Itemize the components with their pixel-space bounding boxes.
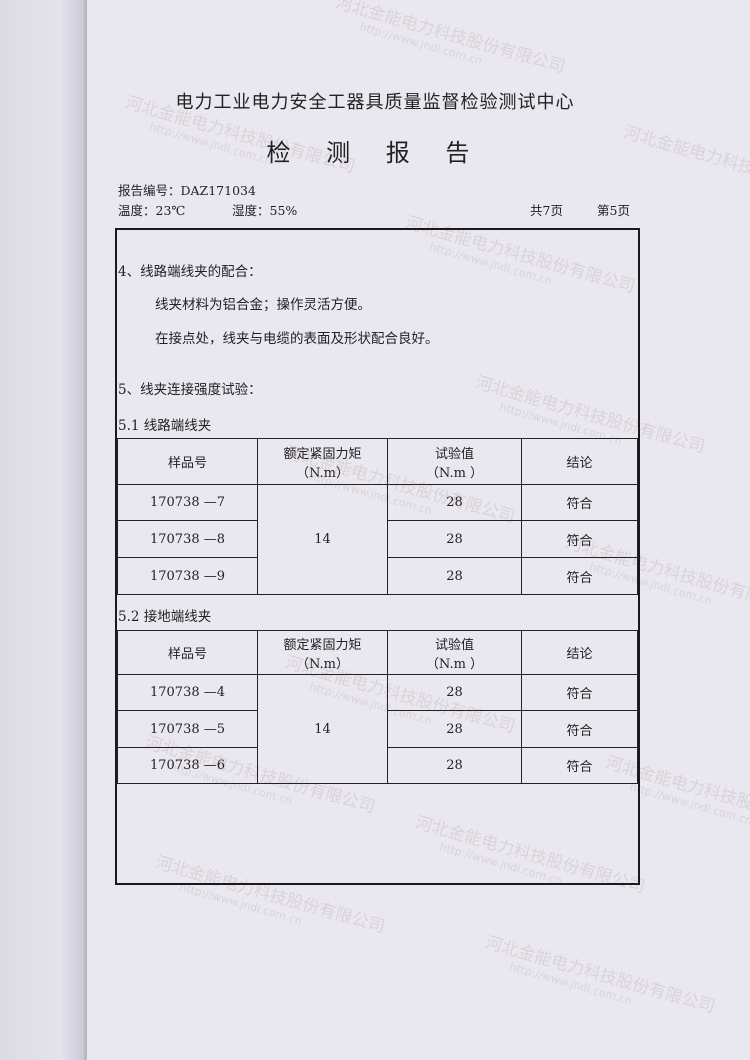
sample-id: 170738 —6: [117, 747, 258, 784]
conclusion: 符合: [521, 484, 638, 521]
ground-clamp-table: 样品号 额定紧固力矩 （N.m） 试验值 （N.m ） 结论 170738 —4…: [117, 630, 638, 784]
header-sample: 样品号: [117, 438, 258, 485]
table-row: 170738 —5 28 符合: [117, 710, 638, 748]
conclusion: 符合: [521, 674, 638, 711]
watermark: 河北金能电力科技股份有限公司 http://www.jndl.com.cn: [482, 932, 718, 1018]
header-test-value: 试验值 （N.m ）: [387, 438, 522, 485]
sample-id: 170738 —7: [117, 484, 258, 521]
sample-id: 170738 —8: [117, 520, 258, 558]
header-rated-torque: 额定紧固力矩 （N.m）: [257, 630, 388, 675]
test-value: 28: [387, 747, 522, 784]
rated-torque: 14: [257, 484, 388, 595]
report-number: 报告编号：DAZ171034: [118, 183, 256, 198]
rated-torque: 14: [257, 674, 388, 784]
back-page: [0, 0, 86, 1060]
table-row: 170738 —6 28 符合: [117, 747, 638, 784]
test-value: 28: [387, 520, 522, 558]
test-value: 28: [387, 710, 522, 748]
table-header-row: 样品号 额定紧固力矩 （N.m） 试验值 （N.m ） 结论: [117, 438, 638, 485]
total-pages: 共7页: [530, 203, 563, 218]
header-conclusion: 结论: [521, 438, 638, 485]
test-value: 28: [387, 484, 522, 521]
sample-id: 170738 —9: [117, 557, 258, 595]
table-row: 170738 —9 28 符合: [117, 557, 638, 595]
header-test-value: 试验值 （N.m ）: [387, 630, 522, 675]
table-2-caption: 5.2 接地端线夹: [118, 609, 212, 625]
report-body: [115, 228, 640, 885]
table-header-row: 样品号 额定紧固力矩 （N.m） 试验值 （N.m ） 结论: [117, 630, 638, 675]
conclusion: 符合: [521, 557, 638, 595]
table-row: 170738 —7 14 28 符合: [117, 484, 638, 595]
conclusion: 符合: [521, 520, 638, 558]
test-value: 28: [387, 557, 522, 595]
conclusion: 符合: [521, 710, 638, 748]
header-rated-torque: 额定紧固力矩 （N.m）: [257, 438, 388, 485]
header-conclusion: 结论: [521, 630, 638, 675]
conclusion: 符合: [521, 747, 638, 784]
section-4-line-1: 线夹材料为铝合金；操作灵活方便。: [155, 297, 371, 313]
section-5-heading: 5、线夹连接强度试验：: [118, 382, 262, 398]
page-fold: [84, 0, 87, 1060]
watermark: 河北金能电力科技股份有限公司 http://www.jndl.com.cn: [332, 0, 568, 78]
section-4-heading: 4、线路端线夹的配合：: [118, 264, 262, 280]
document-title: 检 测 报 告: [266, 139, 484, 167]
sample-id: 170738 —5: [117, 710, 258, 748]
temperature: 温度：23℃: [118, 203, 186, 218]
section-4-line-2: 在接点处，线夹与电缆的表面及形状配合良好。: [155, 331, 439, 347]
line-clamp-table: 样品号 额定紧固力矩 （N.m） 试验值 （N.m ） 结论 170738 —7…: [117, 438, 638, 595]
sample-id: 170738 —4: [117, 674, 258, 711]
page-number: 第5页: [597, 203, 630, 218]
table-row: 170738 —4 14 28 符合: [117, 674, 638, 784]
table-1-caption: 5.1 线路端线夹: [118, 418, 212, 434]
humidity: 湿度：55%: [232, 203, 298, 218]
header-sample: 样品号: [117, 630, 258, 675]
organization-name: 电力工业电力安全工器具质量监督检验测试中心: [175, 92, 575, 113]
test-value: 28: [387, 674, 522, 711]
